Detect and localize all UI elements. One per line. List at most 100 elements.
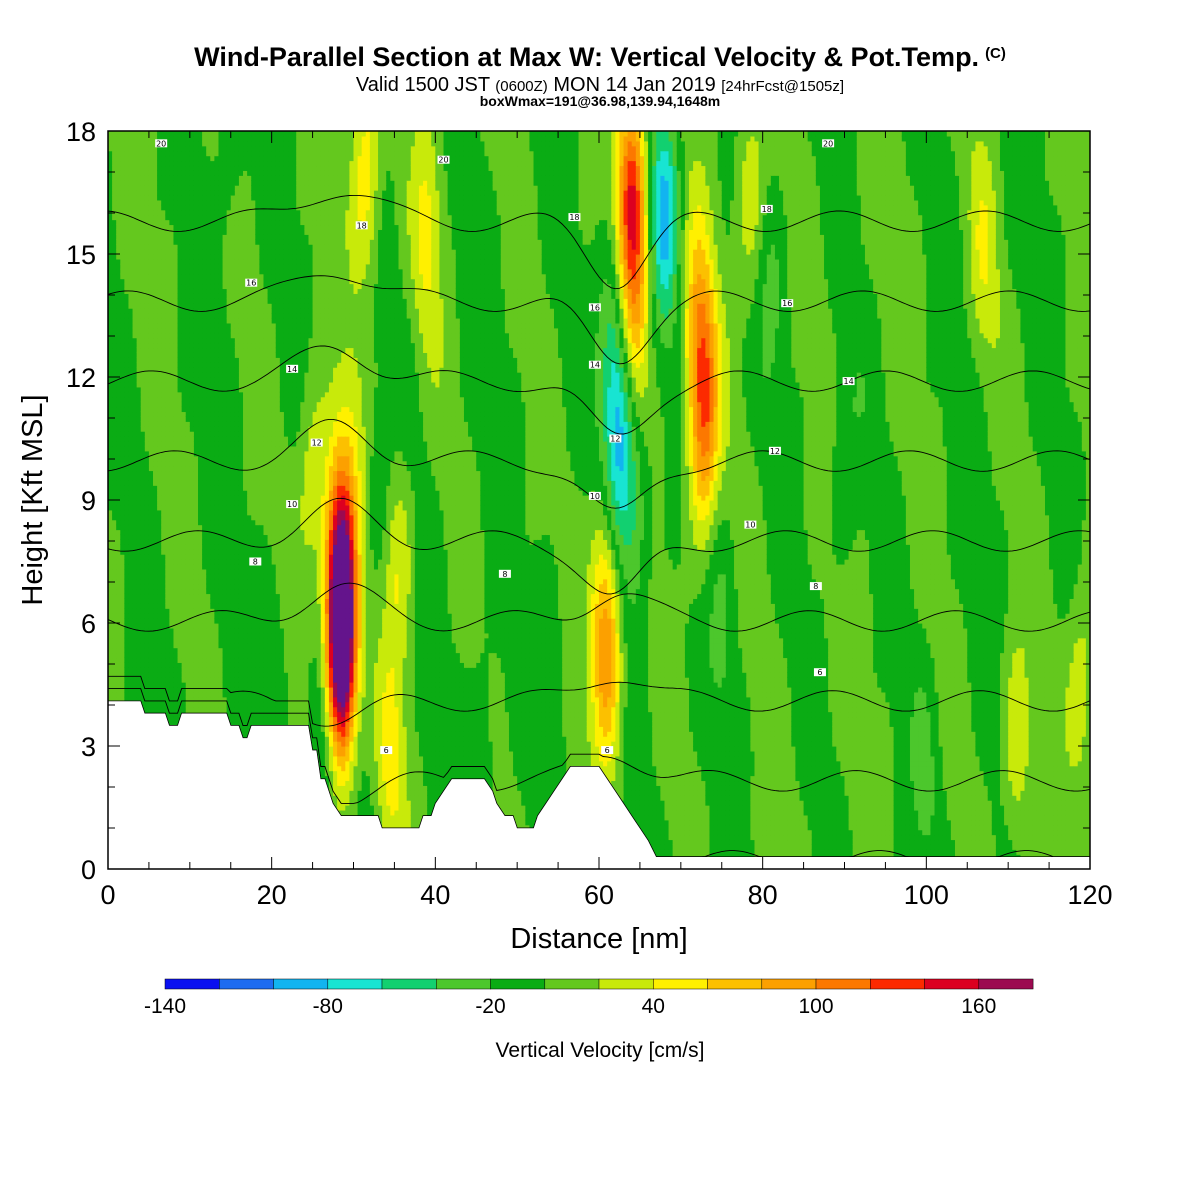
w-cell [222, 696, 228, 703]
w-cell [214, 490, 220, 496]
w-cell [112, 406, 117, 413]
w-cell [140, 239, 146, 245]
w-cell [189, 672, 195, 678]
w-cell [165, 495, 170, 501]
w-cell [116, 140, 121, 147]
w-cell [144, 155, 150, 162]
w-cell [157, 239, 162, 245]
w-cell [112, 603, 117, 609]
w-cell [169, 416, 175, 422]
w-cell [120, 234, 125, 240]
w-cell [108, 165, 113, 171]
w-cell [169, 199, 175, 206]
w-cell [218, 131, 224, 137]
w-cell [206, 337, 211, 344]
w-cell [112, 677, 117, 683]
w-cell [238, 386, 244, 393]
w-cell [189, 298, 195, 304]
w-cell [177, 445, 183, 452]
w-cell [108, 135, 113, 142]
w-cell [218, 544, 224, 550]
w-cell [202, 165, 207, 171]
w-cell [132, 421, 138, 427]
w-cell [230, 386, 236, 393]
w-cell [128, 691, 134, 698]
w-cell [148, 293, 154, 299]
w-cell [214, 440, 220, 447]
w-cell [124, 608, 130, 614]
w-cell [218, 145, 224, 152]
w-cell [161, 691, 166, 698]
w-cell [148, 691, 154, 698]
w-cell [185, 490, 191, 496]
w-cell [169, 288, 175, 294]
w-cell [136, 190, 142, 196]
w-cell [234, 367, 240, 373]
w-cell [177, 283, 183, 290]
w-cell [234, 637, 240, 644]
w-cell [226, 313, 232, 319]
w-cell [210, 258, 215, 265]
w-cell [189, 445, 195, 452]
w-cell [116, 308, 121, 314]
w-cell [116, 450, 121, 457]
w-cell [120, 273, 125, 280]
w-cell [173, 618, 179, 624]
w-cell [153, 244, 158, 250]
w-cell [157, 342, 162, 349]
w-cell [169, 568, 175, 575]
w-cell [165, 504, 170, 511]
w-cell [238, 396, 244, 403]
w-cell [177, 593, 183, 599]
w-cell [222, 224, 228, 230]
w-cell [165, 298, 170, 304]
w-cell [177, 327, 183, 334]
w-cell [153, 686, 158, 693]
w-cell [161, 337, 166, 344]
w-cell [198, 667, 203, 673]
w-cell [157, 347, 162, 353]
w-cell [161, 421, 166, 427]
w-cell [210, 204, 215, 211]
w-cell [202, 327, 207, 334]
w-cell [206, 588, 211, 595]
w-cell [198, 529, 203, 536]
w-cell [181, 524, 187, 531]
w-cell [116, 401, 121, 408]
w-cell [148, 283, 154, 290]
w-cell [132, 632, 138, 639]
w-cell [128, 214, 134, 221]
w-cell [144, 135, 150, 142]
w-cell [177, 406, 183, 413]
w-cell [210, 686, 215, 693]
w-cell [169, 598, 175, 604]
w-cell [157, 445, 162, 452]
w-cell [230, 391, 236, 398]
w-cell [108, 568, 113, 575]
w-cell [116, 627, 121, 634]
w-cell [120, 686, 125, 693]
w-cell [189, 386, 195, 393]
w-cell [234, 623, 240, 629]
w-cell [161, 563, 166, 570]
w-cell [136, 647, 142, 654]
w-cell [120, 534, 125, 540]
w-cell [124, 342, 130, 349]
w-cell [222, 637, 228, 644]
w-cell [185, 672, 191, 678]
w-cell [226, 190, 232, 196]
w-cell [169, 588, 175, 595]
w-cell [234, 135, 240, 142]
w-cell [234, 519, 240, 526]
w-cell [128, 509, 134, 516]
w-cell [173, 337, 179, 344]
w-cell [206, 396, 211, 403]
w-cell [193, 514, 199, 521]
w-cell [218, 588, 224, 595]
w-cell [112, 455, 117, 462]
w-cell [153, 219, 158, 226]
w-cell [206, 677, 211, 683]
w-cell [238, 460, 244, 467]
w-cell [144, 529, 150, 536]
w-cell [206, 381, 211, 388]
